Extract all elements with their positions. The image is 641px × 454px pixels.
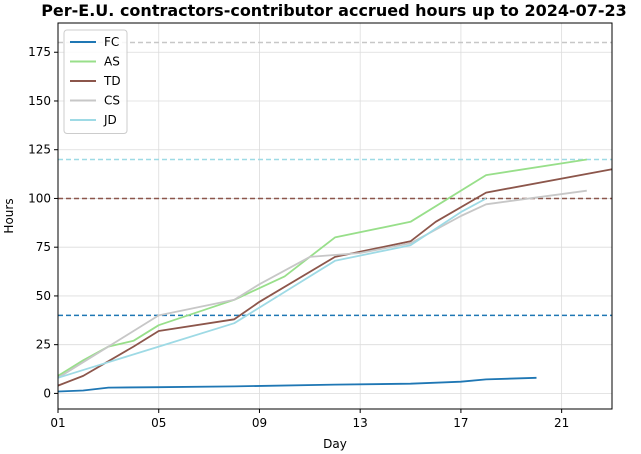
chart-title: Per-E.U. contractors-contributor accrued… — [41, 1, 627, 20]
x-tick-label: 17 — [453, 416, 468, 430]
series-lines — [57, 158, 613, 393]
x-tick-label: 13 — [353, 416, 368, 430]
y-axis-ticks: 0 25 50 75 100 125 150 175 — [28, 45, 58, 400]
x-tick-label: 01 — [50, 416, 65, 430]
y-tick-label: 150 — [28, 94, 51, 108]
series-line-jd — [57, 197, 487, 379]
legend-label-jd: JD — [103, 113, 117, 127]
reference-lines — [58, 41, 612, 317]
x-tick-label: 05 — [151, 416, 166, 430]
y-tick-label: 25 — [36, 338, 51, 352]
legend-label-as: AS — [104, 55, 120, 69]
x-tick-label: 09 — [252, 416, 267, 430]
y-tick-label: 125 — [28, 143, 51, 157]
y-axis-label: Hours — [2, 198, 16, 233]
y-tick-label: 100 — [28, 191, 51, 205]
series-line-td — [57, 168, 613, 387]
legend-label-fc: FC — [104, 35, 119, 49]
x-axis-label: Day — [323, 437, 347, 451]
y-tick-label: 0 — [43, 386, 51, 400]
plot-frame — [57, 22, 613, 410]
y-tick-label: 50 — [36, 289, 51, 303]
series-line-cs — [57, 189, 587, 379]
x-tick-label: 21 — [554, 416, 569, 430]
y-tick-label: 175 — [28, 45, 51, 59]
series-line-fc — [57, 376, 537, 393]
y-tick-label: 75 — [36, 240, 51, 254]
legend: FC AS TD CS JD — [63, 29, 128, 134]
x-axis-ticks: 01 05 09 13 17 21 — [50, 409, 569, 430]
legend-label-cs: CS — [104, 94, 120, 108]
legend-label-td: TD — [103, 74, 121, 88]
